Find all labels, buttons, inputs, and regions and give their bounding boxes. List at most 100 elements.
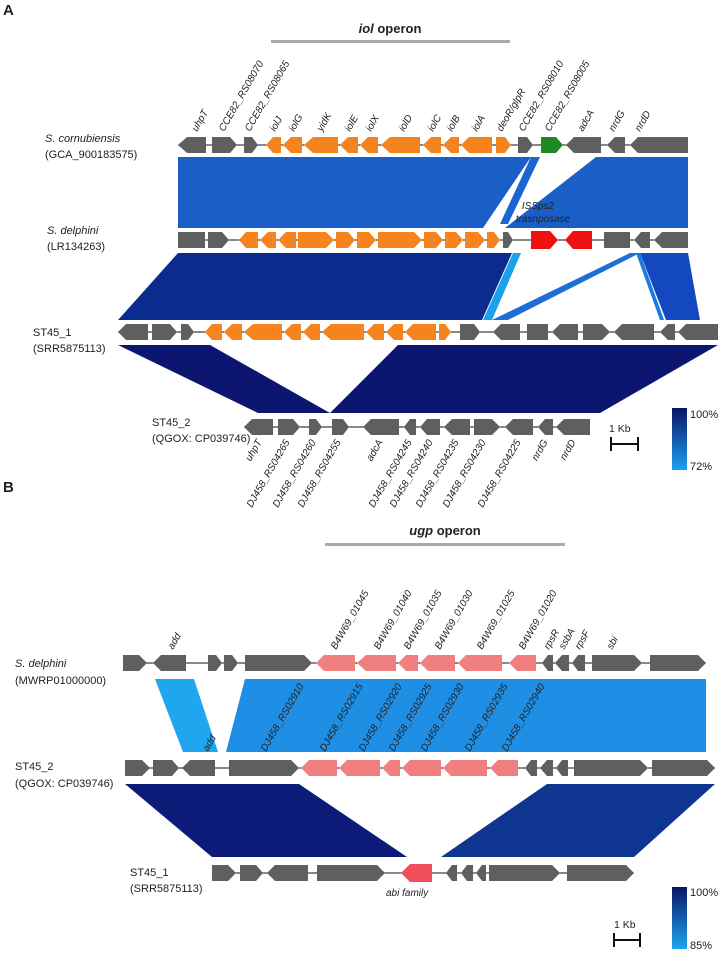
gene — [153, 760, 179, 776]
gene — [357, 232, 376, 248]
track-a2-genes — [178, 231, 688, 249]
gene-DJ458_RS02915 — [301, 760, 337, 776]
gene — [322, 324, 364, 340]
label-iolD: iolD — [397, 113, 415, 133]
gene — [604, 232, 630, 248]
track-b3-genes — [212, 864, 634, 882]
gene — [240, 865, 263, 881]
gene — [152, 324, 177, 340]
gene — [298, 232, 334, 248]
scale-bar-b: 1 Kb — [613, 919, 641, 947]
label-B4W69_01045: B4W69_01045 — [329, 588, 372, 651]
gene — [181, 324, 194, 340]
gene — [465, 232, 485, 248]
gene-CCE82_RS08010 — [518, 137, 533, 153]
gene-B4W69_01035 — [398, 655, 418, 671]
gene-iolJ — [266, 137, 281, 153]
gene — [652, 760, 715, 776]
gene-iolA — [461, 137, 492, 153]
gene-uhpT — [244, 419, 273, 435]
label-B4W69_01025: B4W69_01025 — [475, 588, 518, 651]
band-a2-a3-left — [118, 253, 512, 320]
track-b2-name: ST45_2 — [15, 761, 54, 773]
band-a2-a3-thin — [636, 253, 664, 320]
label-iolG: iolG — [287, 112, 306, 133]
gene-B4W69_01020 — [509, 655, 536, 671]
panel-a: A iol operon S. cornubiensis (GCA_900183… — [3, 2, 718, 509]
gene — [439, 324, 451, 340]
gene-DJ458_RS04225 — [505, 419, 533, 435]
gene — [260, 232, 276, 248]
band-b2-b3-right — [441, 784, 715, 857]
track-b1-labels: add B4W69_01045 B4W69_01040 B4W69_01035 … — [166, 588, 621, 651]
gene-B4W69_01030 — [420, 655, 455, 671]
legend-a-gradient — [672, 408, 687, 470]
band-a1-a2-mid — [500, 157, 540, 224]
track-a3-accession: (SRR5875113) — [33, 343, 106, 355]
gene — [654, 232, 688, 248]
gene — [678, 324, 718, 340]
gene-DJ458_RS02920 — [339, 760, 380, 776]
gene-CCE82_RS08065 — [244, 137, 258, 153]
ugp-operon-bar — [325, 543, 565, 546]
label-add: add — [166, 631, 184, 651]
gene-rpsF — [572, 655, 585, 671]
gene — [208, 232, 229, 248]
panel-b: B ugp operon S. delphini (MWRP01000000) … — [3, 479, 718, 952]
track-a4-genes — [244, 419, 590, 435]
track-a4-accession: (QGOX: CP039746) — [152, 433, 250, 445]
gene — [552, 324, 578, 340]
gene-DJ458_RS02940 — [490, 760, 518, 776]
gene — [525, 760, 537, 776]
gene — [278, 232, 296, 248]
gene — [125, 760, 150, 776]
track-a2-accession: (LR134263) — [47, 241, 105, 253]
gene-B4W69_01025 — [458, 655, 502, 671]
gene — [540, 760, 553, 776]
gene — [445, 232, 463, 248]
gene — [208, 655, 222, 671]
gene — [556, 760, 568, 776]
label-iolA: iolA — [470, 113, 488, 133]
track-b1-name: S. delphini — [15, 658, 67, 670]
iol-operon-bar — [271, 40, 510, 43]
gene-DJ458_RS04230 — [474, 419, 500, 435]
label-adcA: adcA — [576, 108, 597, 134]
gene-iolD — [381, 137, 420, 153]
gene-uhpT — [178, 137, 206, 153]
gene-iolX — [360, 137, 378, 153]
gene — [317, 865, 385, 881]
label-iolX: iolX — [364, 113, 382, 133]
gene-nrdD — [630, 137, 688, 153]
gene-adcA — [566, 137, 601, 153]
gene-adcA — [363, 419, 399, 435]
panel-a-letter: A — [3, 2, 14, 19]
scale-label-a: 1 Kb — [609, 423, 631, 435]
band-a2-a3-cross — [492, 253, 640, 320]
gene-DJ458_RS02925 — [382, 760, 400, 776]
track-a4-name: ST45_2 — [152, 417, 191, 429]
gene-iolE — [340, 137, 358, 153]
gene — [527, 324, 548, 340]
gene — [614, 324, 654, 340]
legend-a-max: 100% — [690, 409, 718, 421]
label-nrdG: nrdG — [607, 109, 628, 134]
gene-add — [153, 655, 186, 671]
legend-b-min: 85% — [690, 940, 712, 952]
band-a1-a2-left — [178, 157, 531, 228]
gene — [386, 324, 403, 340]
band-a3-a4-right — [330, 345, 718, 413]
track-b3-accession: (SRR5875113) — [130, 883, 203, 895]
band-a2-a3-right — [640, 253, 700, 320]
track-b1-genes — [123, 655, 706, 671]
track-b2-accession: (QGOX: CP039746) — [15, 778, 113, 790]
legend-a-min: 72% — [690, 461, 712, 473]
gene — [366, 324, 384, 340]
gene — [336, 232, 355, 248]
label-yidK: yidK — [315, 110, 335, 134]
label-CCE82_RS08070: CCE82_RS08070 — [217, 59, 266, 134]
gene — [583, 324, 610, 340]
gene-transposase-2 — [565, 231, 592, 249]
gene — [487, 232, 500, 248]
label-sbi: sbi — [605, 634, 621, 651]
